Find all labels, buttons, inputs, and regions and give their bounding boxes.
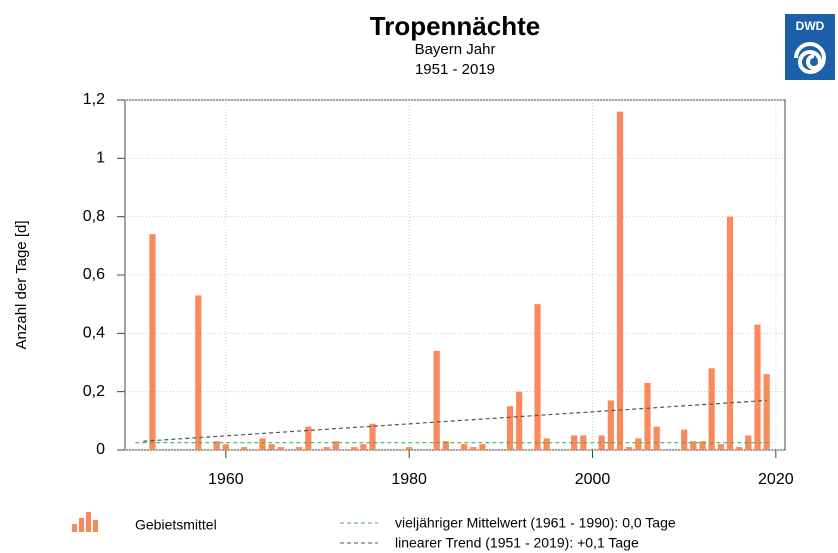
bar <box>717 444 724 450</box>
legend-swatch <box>93 520 98 532</box>
bar <box>571 435 578 450</box>
legend-swatch <box>79 518 84 532</box>
chart-title: Tropennächte <box>370 11 540 41</box>
bar <box>534 304 541 450</box>
bar <box>506 406 514 450</box>
bar <box>653 426 660 450</box>
legend-swatch <box>72 524 77 532</box>
bar <box>369 423 376 450</box>
bar <box>516 391 523 450</box>
y-tick-label: 0,4 <box>83 325 105 342</box>
bar <box>616 111 624 451</box>
bar <box>479 444 486 450</box>
bar <box>607 400 614 450</box>
bar <box>754 324 761 450</box>
legend-swatch <box>86 512 91 532</box>
bar <box>708 368 715 450</box>
bar <box>598 435 605 450</box>
logo-box <box>785 14 835 80</box>
bar <box>259 438 266 450</box>
bar <box>277 447 284 450</box>
bar <box>644 382 651 450</box>
bar <box>406 447 413 450</box>
bar <box>195 295 202 450</box>
bar <box>626 447 633 450</box>
bar <box>690 441 697 450</box>
bar <box>351 447 358 450</box>
bar <box>461 444 468 450</box>
bar <box>635 438 642 450</box>
bar <box>745 435 752 450</box>
bar <box>296 447 303 450</box>
bar <box>470 447 477 450</box>
bar <box>305 426 312 450</box>
bar <box>699 441 706 450</box>
bar <box>681 429 688 450</box>
y-tick-label: 0 <box>96 441 105 458</box>
x-tick-label: 1960 <box>208 471 244 488</box>
legend-label: Gebietsmittel <box>135 517 217 533</box>
bar <box>241 447 248 450</box>
chart-period: 1951 - 2019 <box>415 61 495 78</box>
legend-label: linearer Trend (1951 - 2019): +0,1 Tage <box>395 535 639 551</box>
bar <box>268 444 275 450</box>
y-tick-label: 1,2 <box>83 91 105 108</box>
logo-text: DWD <box>796 19 825 33</box>
bar <box>543 438 550 450</box>
bar <box>332 441 339 450</box>
y-tick-label: 0,2 <box>83 383 105 400</box>
logo: DWD <box>785 14 835 80</box>
trend-line <box>143 399 767 442</box>
bar <box>442 441 449 450</box>
bar <box>433 350 440 450</box>
logo-swirl <box>794 42 826 75</box>
legend-label: vieljähriger Mittelwert (1961 - 1990): 0… <box>395 515 676 531</box>
x-tick-label: 1980 <box>391 471 427 488</box>
bar <box>222 444 229 450</box>
y-tick-label: 0,8 <box>83 208 105 225</box>
x-tick-label: 2000 <box>575 471 611 488</box>
y-axis-label: Anzahl der Tage [d] <box>13 221 30 350</box>
bar <box>323 447 330 450</box>
chart-subtitle: Bayern Jahr <box>415 41 496 58</box>
bar <box>360 444 367 450</box>
x-tick-label: 2020 <box>758 471 794 488</box>
y-tick-label: 0,6 <box>83 266 105 283</box>
bar <box>736 447 743 450</box>
bar <box>149 234 156 450</box>
y-tick-label: 1 <box>96 150 105 167</box>
bar <box>763 374 770 450</box>
bar <box>213 441 220 450</box>
bar <box>726 216 734 450</box>
